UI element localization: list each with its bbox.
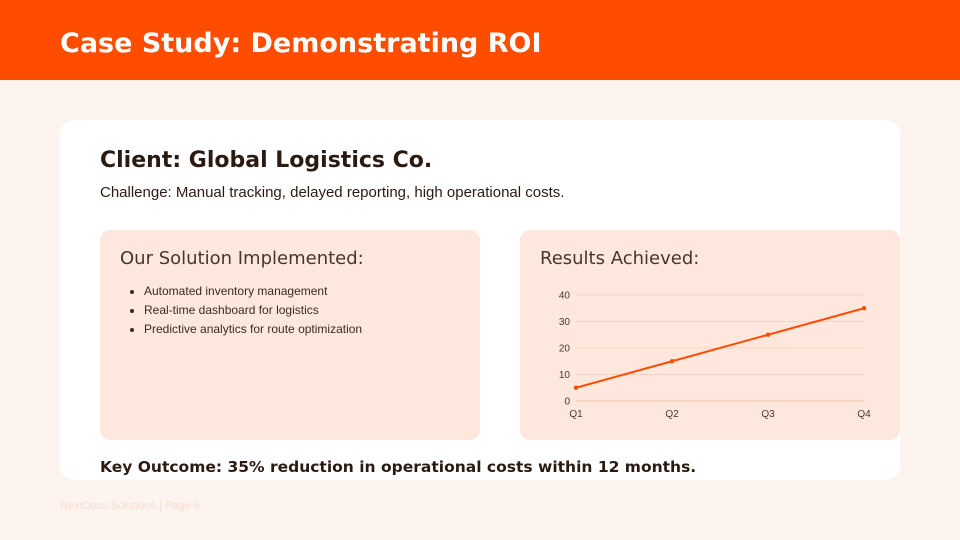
y-tick-label: 10 xyxy=(559,370,571,381)
page-title: Case Study: Demonstrating ROI xyxy=(60,28,542,59)
y-tick-label: 30 xyxy=(559,317,571,328)
y-tick-label: 0 xyxy=(564,397,570,408)
header-bar: Case Study: Demonstrating ROI xyxy=(0,0,960,80)
footer-text: NextDocs Solutions | Page 6 xyxy=(60,500,200,512)
data-point xyxy=(861,306,867,311)
challenge-text: Challenge: Manual tracking, delayed repo… xyxy=(100,184,565,201)
solution-item: Real-time dashboard for logistics xyxy=(144,301,362,320)
y-tick-label: 40 xyxy=(559,291,571,302)
key-outcome: Key Outcome: 35% reduction in operationa… xyxy=(100,458,697,476)
solution-heading: Our Solution Implemented: xyxy=(120,248,364,269)
y-tick-label: 20 xyxy=(559,344,571,355)
results-line-chart: 0 10 20 30 40 Q1 Q2 Q3 Q4 xyxy=(559,291,871,421)
series-line xyxy=(575,307,865,389)
x-tick-label: Q4 xyxy=(857,409,871,420)
data-point xyxy=(765,332,771,337)
x-tick-label: Q3 xyxy=(761,409,775,420)
data-point xyxy=(573,385,579,390)
results-panel: Results Achieved: 0 10 20 30 40 Q1 Q2 Q3 Q4 xyxy=(520,230,900,440)
results-heading: Results Achieved: xyxy=(540,248,700,269)
x-tick-label: Q1 xyxy=(569,409,583,420)
solution-list: Automated inventory management Real-time… xyxy=(124,282,362,339)
x-tick-label: Q2 xyxy=(665,409,679,420)
solution-item: Automated inventory management xyxy=(144,282,362,301)
solution-item: Predictive analytics for route optimizat… xyxy=(144,320,362,339)
data-point xyxy=(669,359,675,364)
client-title: Client: Global Logistics Co. xyxy=(100,148,433,173)
solution-panel: Our Solution Implemented: Automated inve… xyxy=(100,230,480,440)
